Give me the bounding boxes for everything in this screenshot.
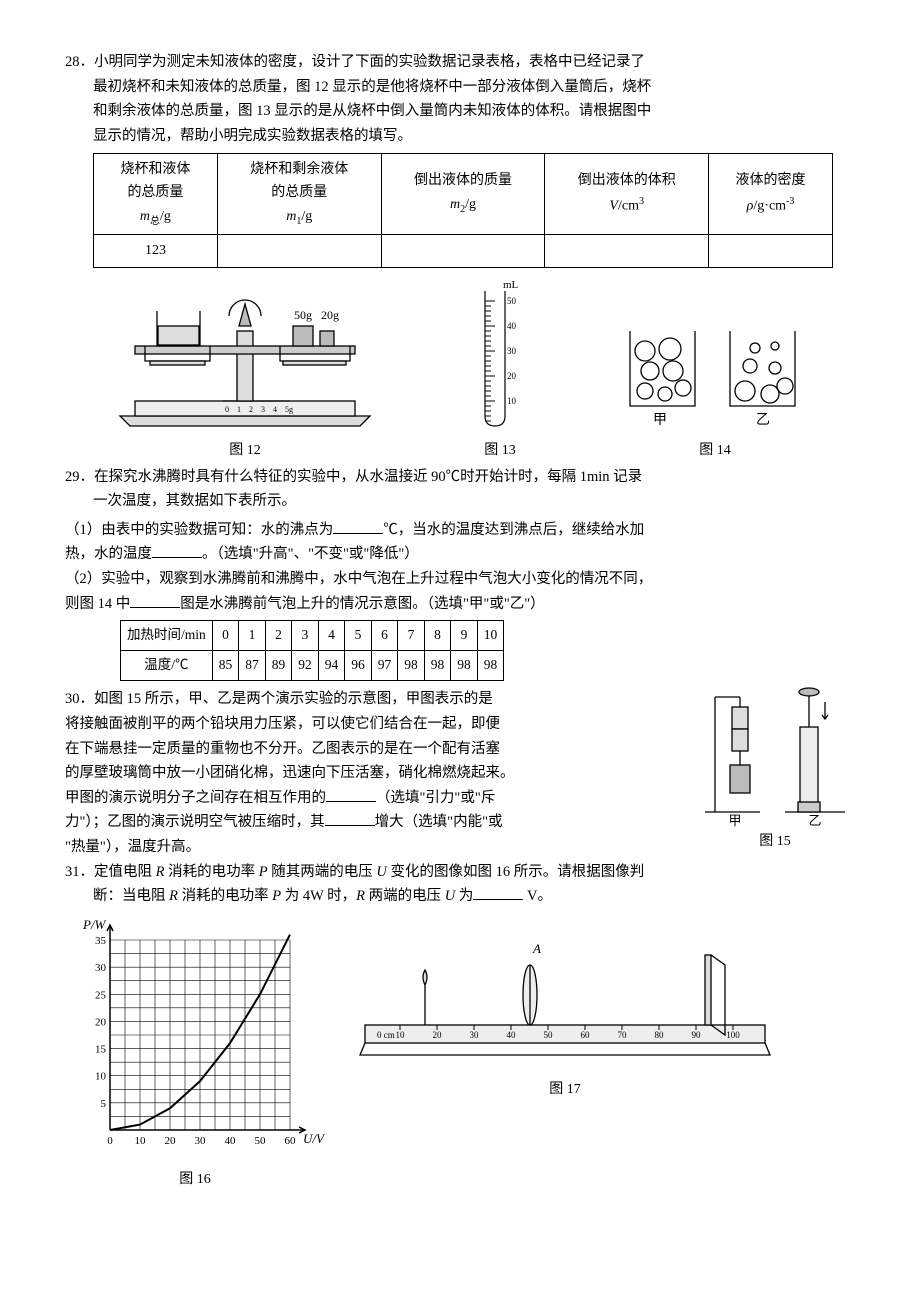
svg-text:2: 2	[249, 405, 253, 414]
svg-text:4: 4	[273, 405, 277, 414]
svg-text:5g: 5g	[285, 405, 293, 414]
q29-p2: （2）实验中，观察到水沸腾前和沸腾中，水中气泡在上升过程中气泡大小变化的情况不同…	[65, 567, 855, 616]
svg-text:20g: 20g	[321, 308, 339, 322]
q29-table: 加热时间/min012345678910 温度/℃858789929496979…	[120, 620, 504, 681]
svg-text:100: 100	[726, 1030, 740, 1040]
svg-text:60: 60	[581, 1030, 591, 1040]
q28-l4: 显示的情况，帮助小明完成实验数据表格的填写。	[65, 128, 412, 144]
q31-num: 31．	[65, 864, 94, 880]
q28-l1: 小明同学为测定未知液体的密度，设计了下面的实验数据记录表格，表格中已经记录了	[94, 54, 645, 70]
fig14-caption: 图 14	[699, 439, 731, 463]
svg-text:20: 20	[507, 371, 517, 381]
svg-text:80: 80	[655, 1030, 665, 1040]
fig15: 甲 乙 图 15	[695, 687, 855, 854]
svg-text:25: 25	[95, 989, 107, 1001]
fig16-caption: 图 16	[179, 1168, 211, 1192]
svg-text:70: 70	[618, 1030, 628, 1040]
svg-text:40: 40	[507, 321, 517, 331]
q28-num: 28．	[65, 54, 94, 70]
blank[interactable]	[333, 519, 383, 534]
svg-text:15: 15	[95, 1044, 107, 1056]
svg-text:0 cm: 0 cm	[377, 1030, 395, 1040]
q29-p1: （1）由表中的实验数据可知：水的沸点为℃，当水的温度达到沸点后，继续给水加 热，…	[65, 518, 855, 567]
q30-block: 30．如图 15 所示，甲、乙是两个演示实验的示意图，甲图表示的是 将接触面被削…	[65, 687, 855, 859]
svg-text:10: 10	[95, 1071, 107, 1083]
fig17-caption: 图 17	[549, 1078, 581, 1102]
q29: 29．在探究水沸腾时具有什么特征的实验中，从水温接近 90℃时开始计时，每隔 1…	[65, 465, 855, 514]
fig16: P/W U/V 5 10 15 20 25 30 35 0 10 20 30 40 50 60 图 16	[65, 915, 325, 1192]
q28-l3: 和剩余液体的总质量，图 13 显示的是从烧杯中倒入量筒内未知液体的体积。请根据图…	[65, 103, 651, 119]
svg-text:30: 30	[95, 962, 107, 974]
svg-text:0: 0	[107, 1135, 113, 1147]
svg-text:20: 20	[165, 1135, 177, 1147]
svg-text:3: 3	[261, 405, 265, 414]
svg-text:50: 50	[255, 1135, 267, 1147]
blank[interactable]	[473, 885, 523, 900]
svg-text:90: 90	[692, 1030, 702, 1040]
blank[interactable]	[326, 787, 376, 802]
svg-text:P/W: P/W	[82, 917, 107, 932]
svg-text:50: 50	[544, 1030, 554, 1040]
svg-text:35: 35	[95, 935, 107, 947]
svg-text:20: 20	[95, 1016, 107, 1028]
svg-text:60: 60	[285, 1135, 297, 1147]
svg-text:A: A	[532, 941, 541, 956]
svg-text:乙: 乙	[808, 813, 821, 827]
fig13: mL 50 40 30 20 10 图 13	[465, 276, 535, 463]
svg-text:mL: mL	[503, 279, 519, 291]
fig15-caption: 图 15	[759, 830, 791, 854]
q29-num: 29．	[65, 469, 94, 485]
svg-text:50g: 50g	[294, 308, 312, 322]
blank[interactable]	[152, 543, 202, 558]
svg-text:甲: 甲	[728, 813, 741, 827]
blank[interactable]	[130, 593, 180, 608]
svg-text:40: 40	[507, 1030, 517, 1040]
svg-text:U/V: U/V	[303, 1131, 325, 1146]
svg-text:5: 5	[101, 1098, 107, 1110]
q28: 28．小明同学为测定未知液体的密度，设计了下面的实验数据记录表格，表格中已经记录…	[65, 50, 855, 149]
fig13-caption: 图 13	[484, 439, 516, 463]
svg-text:10: 10	[135, 1135, 147, 1147]
svg-text:30: 30	[507, 346, 517, 356]
fig12: 50g 20g 01234 5g 图 12	[105, 286, 385, 463]
svg-text:20: 20	[433, 1030, 443, 1040]
fig17: A 0 cm 10 20 30 40 50 60 70 80 90 100 图 17	[355, 935, 775, 1102]
svg-text:甲: 甲	[653, 413, 667, 428]
q28-table: 烧杯和液体的总质量m总/g烧杯和剩余液体的总质量m1/g倒出液体的质量m2/g倒…	[93, 153, 833, 268]
q31: 31．定值电阻 R 消耗的电功率 P 随其两端的电压 U 变化的图像如图 16 …	[65, 860, 855, 909]
svg-text:30: 30	[470, 1030, 480, 1040]
svg-text:40: 40	[225, 1135, 237, 1147]
q28-l2: 最初烧杯和未知液体的总质量，图 12 显示的是他将烧杯中一部分液体倒入量筒后，烧…	[65, 79, 651, 95]
svg-text:30: 30	[195, 1135, 207, 1147]
svg-text:50: 50	[507, 296, 517, 306]
blank[interactable]	[325, 811, 375, 826]
bottom-figures: P/W U/V 5 10 15 20 25 30 35 0 10 20 30 40 50 60 图 16	[65, 915, 855, 1192]
svg-text:1: 1	[237, 405, 241, 414]
svg-text:10: 10	[396, 1030, 406, 1040]
fig12-caption: 图 12	[229, 439, 261, 463]
svg-text:乙: 乙	[756, 412, 770, 428]
q30-num: 30．	[65, 691, 94, 707]
fig14: 甲 乙 图 14	[615, 306, 815, 463]
svg-text:10: 10	[507, 396, 517, 406]
figure-row-1: 50g 20g 01234 5g 图 12 mL 50 40 30 20 10 图 13	[65, 276, 855, 463]
svg-text:0: 0	[225, 405, 229, 414]
